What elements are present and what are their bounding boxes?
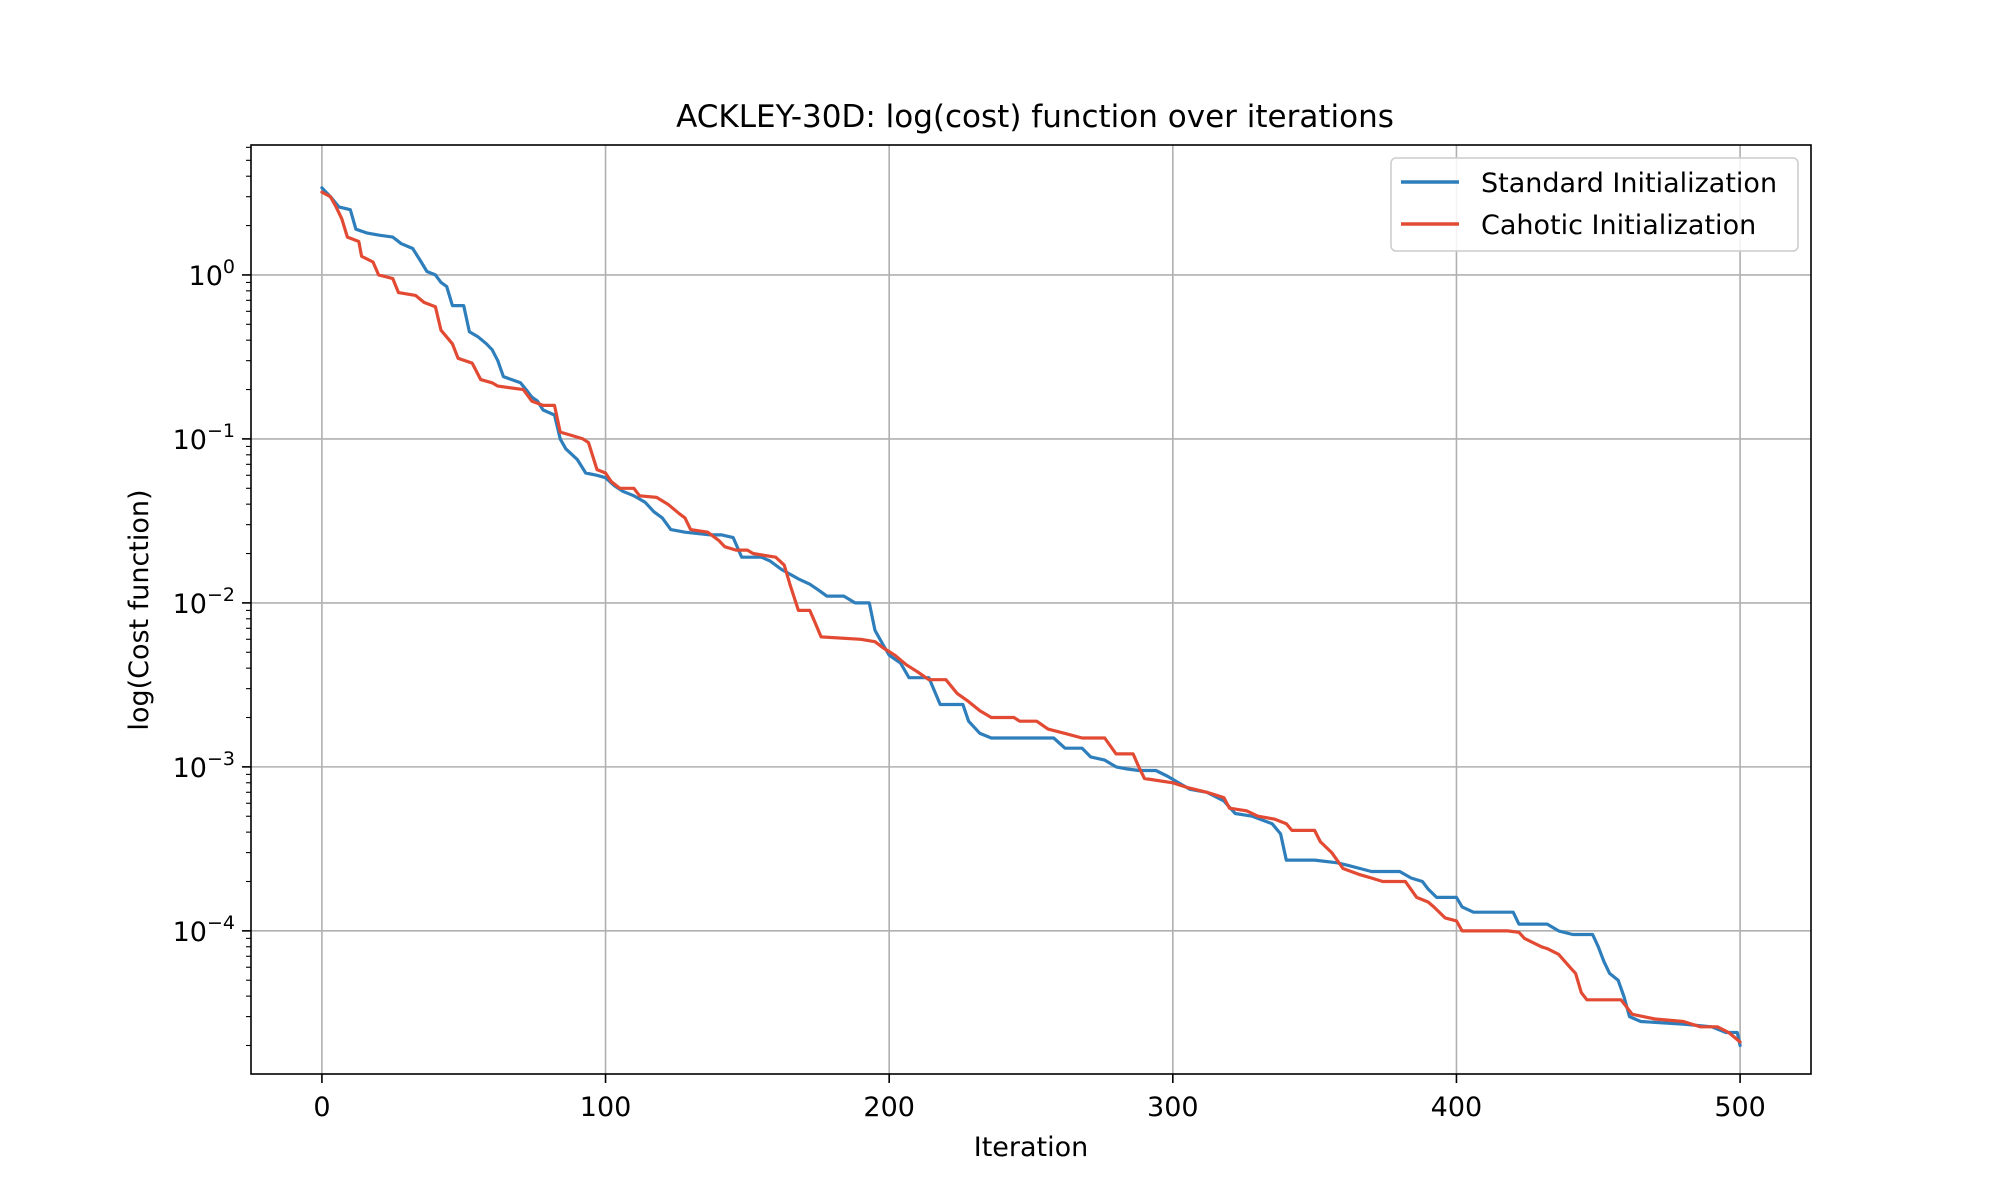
series-lines <box>320 186 1742 1048</box>
x-tick-label: 0 <box>313 1092 330 1123</box>
x-tick-label: 500 <box>1714 1092 1766 1123</box>
x-tick-label: 300 <box>1147 1092 1199 1123</box>
legend: Standard Initialization Cahotic Initiali… <box>1390 157 1799 252</box>
legend-label-chaotic: Cahotic Initialization <box>1481 210 1756 241</box>
y-tick-label: 10−2 <box>173 584 235 620</box>
x-axis-label: Iteration <box>974 1132 1089 1163</box>
plot-frame <box>250 144 1812 1075</box>
x-tick-label: 100 <box>580 1092 632 1123</box>
series-line-standard <box>320 186 1742 1048</box>
series-line-chaotic <box>320 190 1742 1044</box>
y-tick-label: 10−3 <box>173 748 235 784</box>
chart-title: ACKLEY-30D: log(cost) function over iter… <box>676 99 1394 135</box>
legend-label-standard: Standard Initialization <box>1481 168 1777 199</box>
legend-box <box>1390 157 1799 252</box>
grid <box>251 145 1811 1074</box>
x-tick-label: 200 <box>863 1092 915 1123</box>
y-axis-label: log(Cost function) <box>124 489 155 730</box>
x-tick-label: 400 <box>1431 1092 1483 1123</box>
